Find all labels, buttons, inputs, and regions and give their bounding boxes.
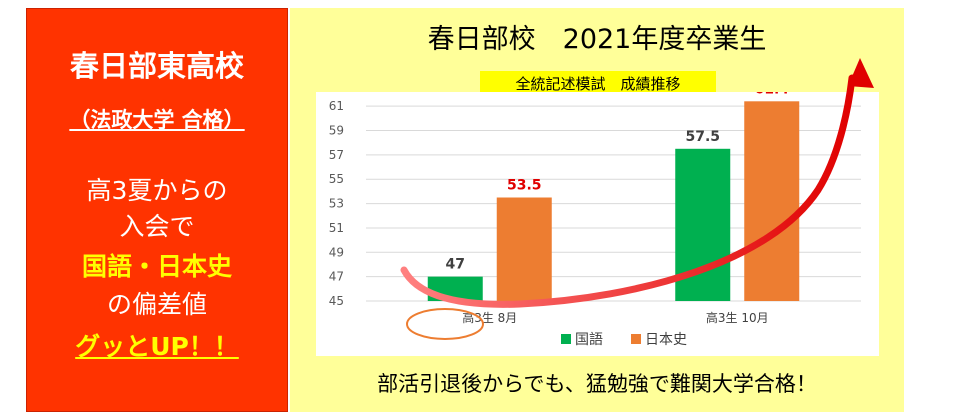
- data-label: 61.4: [754, 92, 789, 97]
- start-timing-text: 高3夏からの: [86, 176, 228, 205]
- subjects-text: 国語・日本史: [81, 252, 232, 281]
- legend-swatch: [561, 334, 571, 344]
- bar: [427, 276, 483, 301]
- y-tick-label: 57: [329, 148, 344, 162]
- y-tick-label: 47: [329, 270, 344, 284]
- left-panel: 春日部東高校 （法政大学 合格） 高3夏からの 入会で 国語・日本史 の偏差値 …: [26, 8, 288, 412]
- y-tick-label: 49: [329, 245, 344, 259]
- up-text: グッとUP！！: [75, 332, 239, 361]
- data-label: 47: [446, 257, 465, 273]
- legend-label: 国語: [575, 332, 603, 348]
- deviation-text: の偏差値: [106, 290, 207, 319]
- join-text: 入会で: [119, 212, 195, 241]
- y-tick-label: 45: [329, 294, 344, 308]
- school-name: 春日部東高校: [69, 49, 244, 83]
- page-title: 春日部校 2021年度卒業生: [427, 24, 767, 55]
- category-label: 高3生 8月: [462, 310, 517, 325]
- data-label: 57.5: [685, 129, 720, 145]
- bar: [744, 101, 800, 302]
- category-label: 高3生 10月: [706, 310, 769, 325]
- y-tick-label: 61: [329, 99, 344, 113]
- bar: [675, 148, 731, 301]
- y-tick-label: 59: [329, 124, 344, 138]
- legend-swatch: [631, 334, 641, 344]
- footer-message: 部活引退後からでも、猛勉強で難関大学合格！: [377, 372, 817, 396]
- y-tick-label: 55: [329, 172, 344, 186]
- data-label: 53.5: [507, 178, 542, 194]
- legend-label: 日本史: [645, 332, 687, 348]
- acceptance-result: （法政大学 合格）: [69, 108, 245, 132]
- bar: [496, 197, 552, 301]
- y-tick-label: 53: [329, 197, 344, 211]
- y-tick-label: 51: [329, 221, 344, 235]
- bar-chart: 45 47 49 51 53 55 57 59 61 47 53.5 高3生 8月 57.5 61.4 高3…: [329, 81, 861, 348]
- chart-area: 45 47 49 51 53 55 57 59 61 47 53.5 高3生 8月 57.5 61.4 高3…: [316, 81, 879, 356]
